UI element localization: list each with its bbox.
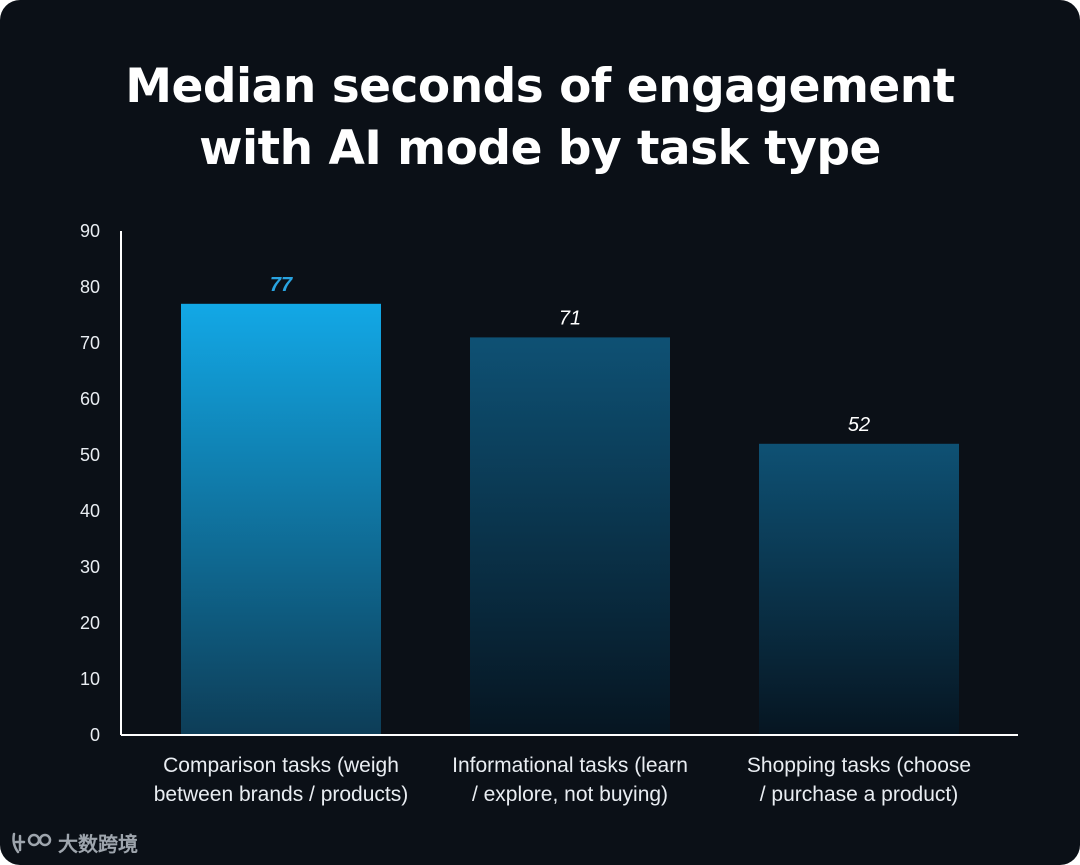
watermark-text: 大数跨境	[58, 832, 138, 856]
bar-3	[759, 443, 959, 735]
category-label-2: Informational tasks (learn / explore, not…	[452, 754, 688, 806]
y-tick-label-80: 80	[80, 277, 100, 297]
y-tick-label-70: 70	[80, 333, 100, 353]
value-label-1: 77	[270, 274, 293, 296]
y-tick-label-0: 0	[90, 725, 100, 745]
category-label-1: Comparison tasks (weigh between brands / …	[154, 754, 408, 806]
bar-2	[470, 337, 670, 735]
y-tick-label-30: 30	[80, 557, 100, 577]
y-tick-label-40: 40	[80, 501, 100, 521]
category-label-3: Shopping tasks (choose / purchase a produ…	[747, 754, 971, 806]
y-tick-label-10: 10	[80, 669, 100, 689]
y-tick-label-90: 90	[80, 221, 100, 241]
bar-1	[181, 303, 381, 735]
chart-title: Median seconds of engagement with AI mod…	[125, 59, 955, 176]
watermark-logo-icon	[12, 832, 52, 853]
watermark: 大数跨境	[10, 828, 138, 857]
y-tick-label-50: 50	[80, 445, 100, 465]
y-tick-label-60: 60	[80, 389, 100, 409]
y-tick-label-20: 20	[80, 613, 100, 633]
value-label-3: 52	[848, 414, 870, 436]
value-label-2: 71	[559, 307, 581, 329]
